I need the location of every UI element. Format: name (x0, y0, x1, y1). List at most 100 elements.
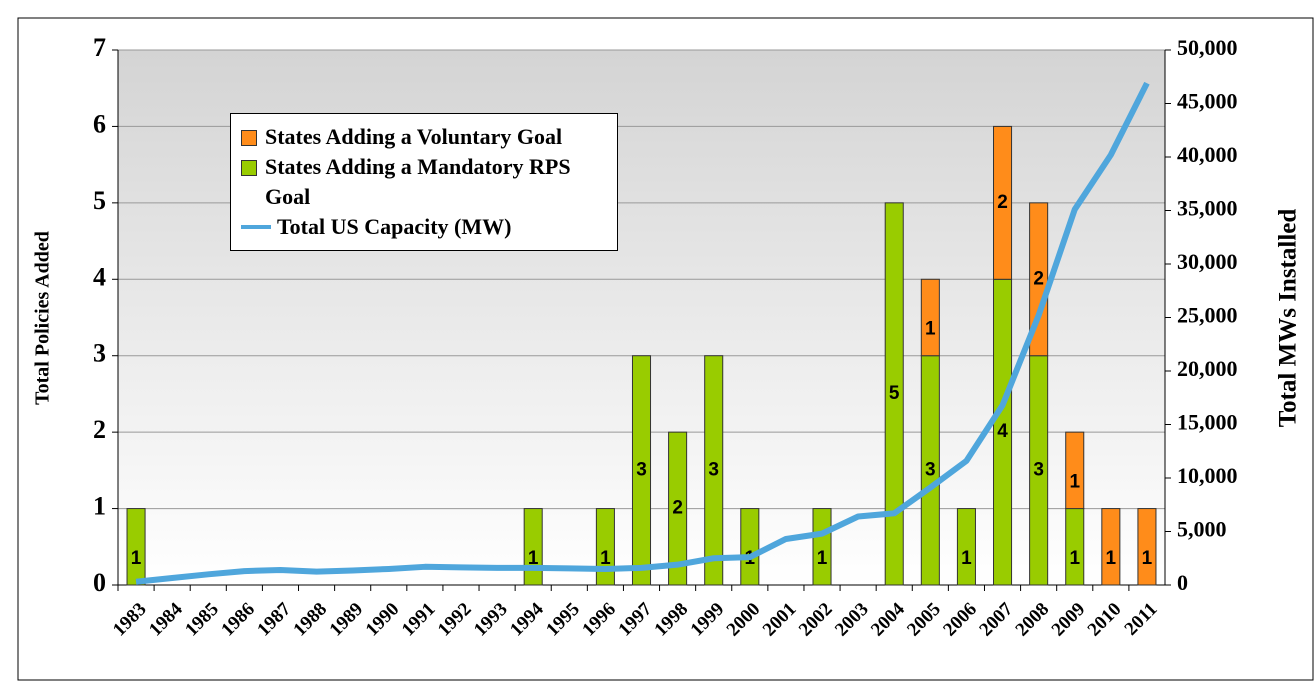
x-tick-label: 2006 (939, 599, 981, 641)
data-label: 1 (1106, 548, 1117, 569)
y2-tick-label: 35,000 (1177, 196, 1238, 221)
data-label: 2 (997, 192, 1008, 213)
x-tick-label: 2007 (975, 598, 1017, 640)
x-tick-label: 1994 (506, 598, 548, 640)
x-tick-label: 1985 (181, 599, 223, 641)
y2-tick-label: 25,000 (1177, 303, 1238, 328)
x-tick-label: 1990 (362, 599, 404, 641)
y-tick-label: 1 (93, 492, 106, 521)
x-tick-label: 2005 (903, 599, 945, 641)
data-label: 3 (708, 459, 719, 480)
bar (1101, 508, 1121, 586)
legend-label: Total US Capacity (MW) (277, 214, 512, 239)
y-tick-label: 2 (93, 415, 106, 444)
data-label: 4 (997, 421, 1008, 442)
frame (17, 17, 1314, 681)
bar (920, 278, 940, 357)
x-tick-label: 1999 (687, 599, 729, 641)
bar (884, 202, 904, 586)
bar (631, 355, 652, 586)
y-tick-label: 5 (93, 186, 106, 215)
bar (523, 508, 543, 586)
x-tick-label: 1986 (217, 599, 259, 641)
bar (1137, 508, 1157, 586)
y-tick-label: 4 (93, 262, 106, 291)
y2-tick-label: 5,000 (1177, 517, 1227, 542)
x-tick-label: 1991 (398, 599, 440, 641)
x-tick-label: 2004 (867, 598, 909, 640)
x-tick-label: 2011 (1121, 599, 1162, 640)
y2-tick-label: 10,000 (1177, 463, 1238, 488)
data-label: 3 (636, 459, 647, 480)
x-tick-label: 2001 (759, 599, 801, 641)
x-tick-label: 1995 (542, 599, 584, 641)
legend-swatch (241, 225, 271, 229)
bar (993, 125, 1013, 280)
x-tick-label: 1987 (253, 598, 295, 640)
x-tick-label: 2003 (831, 599, 873, 641)
y2-tick-label: 0 (1177, 570, 1188, 595)
bar (1065, 431, 1085, 510)
legend-entry: States Adding a Voluntary Goal (241, 122, 617, 152)
y2-tick-label: 15,000 (1177, 410, 1238, 435)
line (135, 81, 1150, 585)
y-tick-label: 6 (93, 109, 106, 138)
x-tick-label: 1983 (109, 599, 151, 641)
data-label: 1 (1069, 548, 1080, 569)
x-tick-label: 1997 (614, 598, 656, 640)
bar (956, 508, 976, 586)
data-label: 2 (1033, 268, 1044, 289)
x-tick-label: 2000 (723, 599, 765, 641)
x-tick-label: 2002 (795, 599, 837, 641)
data-label: 1 (1069, 471, 1080, 492)
y2-tick-label: 45,000 (1177, 89, 1238, 114)
bar (595, 508, 615, 586)
data-label: 1 (1142, 548, 1153, 569)
legend-label: States Adding a Voluntary Goal (265, 124, 563, 149)
bar (668, 431, 688, 586)
bar (812, 508, 832, 586)
y2-tick-label: 20,000 (1177, 356, 1238, 381)
data-label: 1 (600, 548, 611, 569)
legend-swatch (241, 160, 257, 176)
x-tick-label: 1996 (578, 599, 620, 641)
bar (126, 508, 146, 586)
y2-tick-label: 40,000 (1177, 142, 1238, 167)
data-label: 2 (672, 498, 683, 519)
data-label: 5 (889, 383, 900, 404)
y-axis-label: Total Policies Added (32, 231, 54, 405)
data-label: 1 (961, 548, 972, 569)
bar (704, 355, 724, 586)
x-tick-label: 1988 (289, 599, 331, 641)
y2-axis-label: Total MWs Installed (1275, 209, 1302, 428)
y2-tick-label: 50,000 (1177, 35, 1238, 60)
data-label: 3 (1033, 459, 1044, 480)
data-label: 1 (925, 319, 936, 340)
y-tick-label: 7 (93, 33, 106, 62)
legend-entry: Total US Capacity (MW) (241, 212, 617, 242)
bar (1065, 508, 1085, 586)
x-tick-label: 1993 (470, 599, 512, 641)
x-tick-label: 1992 (434, 599, 476, 641)
legend-swatch (241, 130, 257, 146)
x-tick-label: 2009 (1048, 599, 1090, 641)
data-label: 1 (817, 548, 828, 569)
data-label: 1 (528, 548, 539, 569)
y2-tick-label: 30,000 (1177, 249, 1238, 274)
bar (740, 508, 760, 586)
bar (1029, 202, 1049, 357)
x-tick-label: 2010 (1084, 599, 1126, 641)
x-tick-label: 1998 (651, 599, 693, 641)
legend: States Adding a Voluntary Goal States Add… (230, 113, 618, 251)
legend-label: States Adding a Mandatory RPS Goal (265, 154, 571, 209)
x-tick-label: 1989 (326, 599, 368, 641)
y-tick-label: 3 (93, 339, 106, 368)
data-label: 3 (925, 459, 936, 480)
legend-entry: States Adding a Mandatory RPS Goal (241, 152, 617, 212)
x-tick-label: 2008 (1012, 599, 1054, 641)
y-tick-label: 0 (93, 568, 106, 597)
x-tick-label: 1984 (145, 598, 187, 640)
data-label: 1 (131, 548, 142, 569)
